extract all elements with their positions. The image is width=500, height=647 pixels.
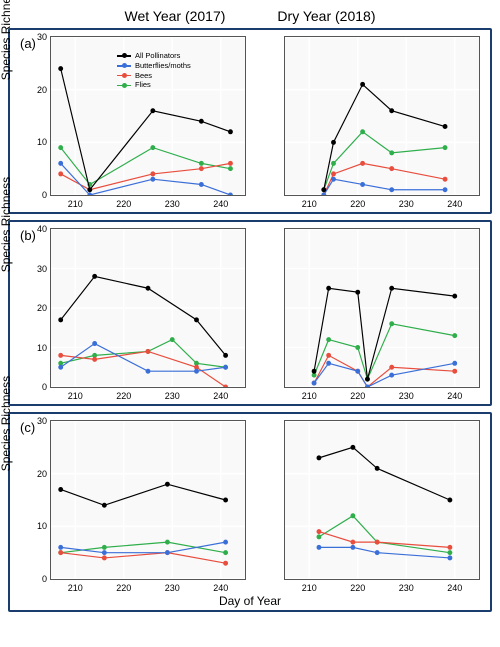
panel-letter-a: (a) <box>20 36 36 51</box>
figure: Wet Year (2017) Dry Year (2018) (a) Spec… <box>0 0 500 630</box>
legend: All PollinatorsButterflies/mothsBeesFlie… <box>117 51 191 90</box>
panel-a: (a) Species Richness All PollinatorsButt… <box>8 28 492 214</box>
panel-letter-c: (c) <box>20 420 35 435</box>
legend-item: Butterflies/moths <box>117 61 191 71</box>
header-wet: Wet Year (2017) <box>125 8 226 24</box>
legend-item: All Pollinators <box>117 51 191 61</box>
column-headers: Wet Year (2017) Dry Year (2018) <box>8 8 492 24</box>
plot-a-right: 210220230240 <box>284 36 480 196</box>
panel-b: (b) Species Richness 0102030402102202302… <box>8 220 492 406</box>
plot-c-left: 0102030210220230240 <box>50 420 246 580</box>
header-dry: Dry Year (2018) <box>277 8 375 24</box>
panel-c: (c) Species Richness 0102030210220230240… <box>8 412 492 612</box>
ylabel-c: Species Richness <box>0 376 13 471</box>
legend-item: Flies <box>117 80 191 90</box>
ylabel-b: Species Richness <box>0 177 13 272</box>
legend-item: Bees <box>117 71 191 81</box>
panel-letter-b: (b) <box>20 228 36 243</box>
ylabel-a: Species Richness <box>0 0 13 80</box>
plot-c-right: 210220230240 <box>284 420 480 580</box>
plot-b-right: 210220230240 <box>284 228 480 388</box>
xlabel: Day of Year <box>16 594 484 608</box>
plot-b-left: 010203040210220230240 <box>50 228 246 388</box>
plot-a-left: All PollinatorsButterflies/mothsBeesFlie… <box>50 36 246 196</box>
